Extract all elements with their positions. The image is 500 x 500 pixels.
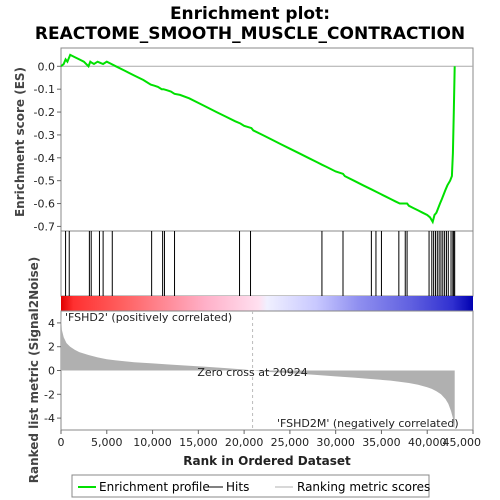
x-axis-label: Rank in Ordered Dataset [183,454,351,468]
x-tick-label: 25,000 [271,436,310,449]
metric-tick-label: 2 [48,341,55,354]
legend-profile-label: Enrichment profile [99,480,210,494]
x-tick-label: 20,000 [225,436,264,449]
x-tick-label: 5,000 [91,436,123,449]
chart-title-line1: Enrichment plot: [170,4,330,24]
metric-axis-label: Ranked list metric (Signal2Noise) [27,257,41,484]
es-panel-frame [60,47,474,232]
es-tick-label: -0.4 [34,152,55,165]
es-tick-label: -0.2 [34,106,55,119]
hits-panel [60,230,474,297]
x-tick-label: 10,000 [133,436,172,449]
es-tick-label: -0.1 [34,83,55,96]
metric-tick-label: 4 [48,317,55,330]
es-tick-label: 0.0 [38,60,56,73]
zero-cross-label: Zero cross at 20924 [197,366,307,379]
legend-metric-label: Ranking metric scores [297,480,430,494]
hits-panel-frame [60,230,474,297]
x-tick-label: 15,000 [179,436,218,449]
x-tick-label: 35,000 [362,436,401,449]
enrichment-profile-line [60,53,456,225]
legend: Enrichment profile Hits Ranking metric s… [71,474,430,498]
metric-tick-label: -4 [44,412,55,425]
es-tick-label: -0.7 [34,220,55,233]
ranking-metric-area [61,313,455,429]
es-tick-label: -0.5 [34,175,55,188]
es-axis-label: Enrichment score (ES) [13,67,27,217]
chart-title-line2: REACTOME_SMOOTH_MUSCLE_CONTRACTION [35,24,465,44]
metric-panel: 4 2 0 -2 -4 Zero cross at 20924 'FSHD2' (pos… [44,310,474,431]
legend-hits-label: Hits [226,480,249,494]
positive-correlation-label: 'FSHD2' (positively correlated) [65,311,232,324]
colorbar-gradient [61,296,473,311]
legend-box [71,474,430,498]
x-tick-label: 0 [58,436,65,449]
x-tick-label: 40,000 [408,436,447,449]
x-tick-label: 30,000 [316,436,355,449]
es-tick-label: -0.6 [34,198,55,211]
metric-tick-label: 0 [48,365,55,378]
es-panel: 0.0 -0.1 -0.2 -0.3 -0.4 -0.5 -0.6 -0.7 [34,47,474,233]
metric-tick-label: -2 [44,388,55,401]
ranked-list-colorbar [61,296,473,311]
es-tick-label: -0.3 [34,129,55,142]
x-tick-label: 45,000 [443,436,482,449]
negative-correlation-label: 'FSHD2M' (negatively correlated) [277,417,459,430]
